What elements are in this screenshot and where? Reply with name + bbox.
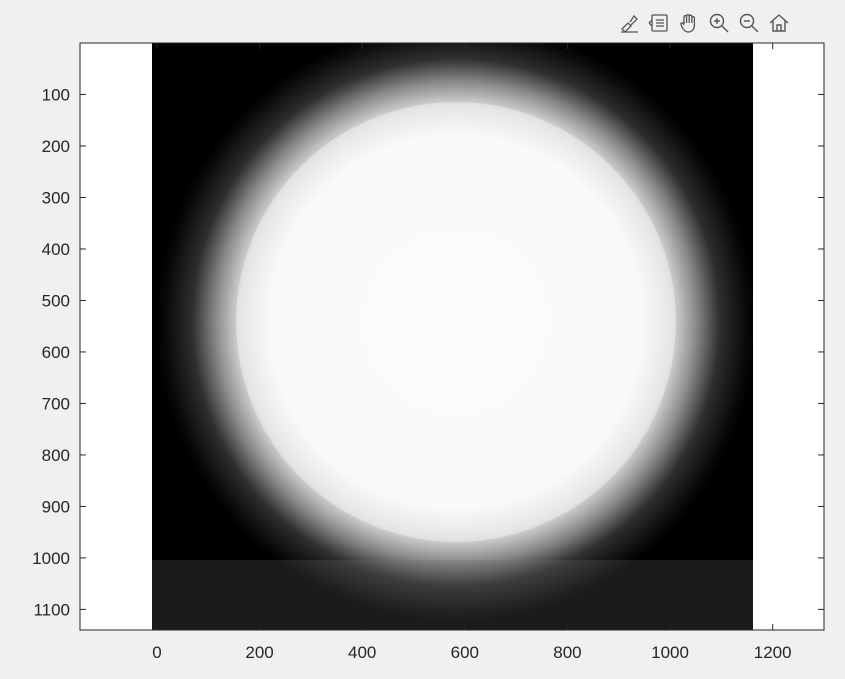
- y-tick-label: 100: [42, 85, 70, 104]
- axes-box: [79, 42, 825, 631]
- y-tick-label: 1000: [32, 549, 70, 568]
- disk-core-highlight: [236, 102, 676, 542]
- y-tick-label: 500: [42, 291, 70, 310]
- data-tips-button[interactable]: [646, 10, 672, 36]
- x-axis-ticks: 0 200 400 600 800 1000 1200: [152, 43, 792, 662]
- y-tick-label: 700: [42, 394, 70, 413]
- y-tick-label: 800: [42, 446, 70, 465]
- zoom-in-button[interactable]: [706, 10, 732, 36]
- pan-hand-icon: [680, 14, 696, 33]
- x-tick-label: 200: [245, 643, 273, 662]
- image-bottom-lighter-band: [152, 560, 753, 630]
- x-tick-label: 400: [348, 643, 376, 662]
- y-tick-label: 600: [42, 343, 70, 362]
- y-axis-ticks: 100 200 300 400 500 600 700 800 900 1000 1100: [32, 85, 824, 619]
- x-tick-label: 1200: [754, 643, 792, 662]
- data-tips-icon: [648, 14, 668, 32]
- x-tick-label: 1000: [651, 643, 689, 662]
- zoom-in-icon: [709, 13, 729, 33]
- y-tick-label: 400: [42, 240, 70, 259]
- y-tick-label: 1100: [33, 600, 70, 619]
- y-tick-label: 300: [42, 188, 70, 207]
- zoom-out-button[interactable]: [736, 10, 762, 36]
- brush-button[interactable]: [616, 10, 642, 36]
- pan-button[interactable]: [676, 10, 702, 36]
- brush-icon: [621, 14, 638, 33]
- y-tick-label: 200: [42, 137, 70, 156]
- zoom-out-icon: [739, 13, 759, 33]
- axes-toolbar: [616, 8, 792, 38]
- home-button[interactable]: [766, 10, 792, 36]
- y-tick-label: 900: [42, 497, 70, 516]
- x-tick-label: 0: [152, 643, 161, 662]
- home-icon: [769, 14, 789, 32]
- x-tick-label: 600: [451, 643, 479, 662]
- x-tick-label: 800: [553, 643, 581, 662]
- image-plot: [152, 43, 753, 630]
